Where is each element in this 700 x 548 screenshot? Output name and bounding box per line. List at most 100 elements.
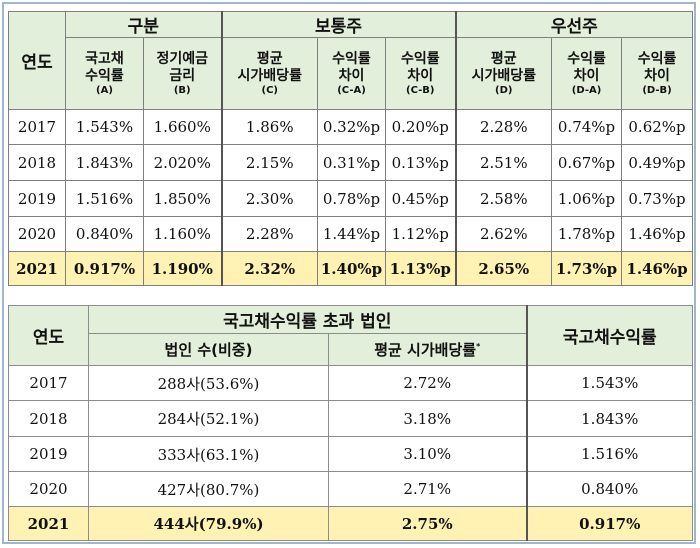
value-cell: 1.46%p — [621, 216, 694, 252]
corp-count-cell: 427사(80.7%) — [88, 471, 329, 507]
table-row: 2019 1.516% 1.850% 2.30% 0.78%p 0.45%p 2.58% 1.… — [8, 180, 694, 217]
corp-count-header: 법인 수(비중) — [88, 333, 329, 366]
value-cell: 2.30% — [220, 180, 318, 217]
value-cell: 2.58% — [454, 180, 553, 217]
year-cell: 2019 — [8, 436, 89, 472]
value-cell: 1.516% — [65, 180, 144, 217]
table-row: 2019 333사(63.1%) 3.10% 1.516% — [8, 436, 693, 472]
value-cell: 2.28% — [454, 109, 553, 145]
column-code: (D) — [495, 84, 513, 96]
avg-dividend-cell: 3.10% — [328, 436, 527, 472]
value-cell: 2.28% — [220, 216, 318, 252]
group-header-category: 구분 — [65, 11, 222, 38]
gov-bond-yield-cell: 1.543% — [525, 365, 693, 401]
year-cell: 2017 — [8, 365, 89, 401]
year-cell: 2021 — [8, 506, 89, 541]
year-cell: 2017 — [8, 109, 66, 145]
value-cell: 2.51% — [454, 144, 553, 181]
column-label: 금리 — [169, 67, 196, 84]
value-cell: 1.40%p — [317, 251, 386, 286]
year-cell: 2020 — [8, 216, 66, 252]
table-row: 2020 427사(80.7%) 2.71% 0.840% — [8, 471, 693, 507]
column-label: 평균 — [490, 50, 517, 67]
avg-dividend-cell: 3.18% — [328, 400, 527, 437]
corp-count-cell: 284사(52.1%) — [88, 400, 329, 437]
column-header: 수익률 차이 (C-B) — [384, 37, 457, 110]
value-cell: 1.850% — [143, 180, 222, 217]
column-label: 차이 — [338, 67, 365, 84]
value-cell: 0.840% — [65, 216, 144, 252]
table-row: 2017 288사(53.6%) 2.72% 1.543% — [8, 365, 693, 401]
value-cell: 2.62% — [454, 216, 553, 252]
column-label: 수익률 — [332, 50, 371, 67]
column-label: 수익률 — [85, 67, 124, 84]
value-cell: 0.78%p — [317, 180, 386, 217]
column-label: 차이 — [644, 67, 670, 84]
column-header: 평균 시가배당률 (D) — [454, 37, 553, 110]
value-cell: 0.49%p — [621, 144, 694, 181]
column-code: (D-A) — [571, 84, 602, 96]
avg-dividend-cell: 2.75% — [328, 506, 527, 541]
value-cell: 2.65% — [454, 251, 553, 286]
column-label: 수익률 — [400, 50, 440, 67]
value-cell: 0.32%p — [317, 109, 386, 145]
avg-dividend-cell: 2.72% — [328, 365, 527, 401]
value-cell: 1.86% — [220, 109, 318, 145]
corp-count-cell: 333사(63.1%) — [88, 436, 329, 472]
table-row: 2021 444사(79.9%) 2.75% 0.917% — [8, 506, 693, 541]
value-cell: 0.31%p — [317, 144, 386, 181]
gov-bond-yield-cell: 1.516% — [525, 436, 693, 472]
column-header: 정기예금 금리 (B) — [143, 37, 222, 110]
column-code: (B) — [173, 84, 191, 96]
value-cell: 1.73%p — [551, 251, 623, 286]
group-header-preferred-stock: 우선주 — [454, 11, 694, 38]
column-header: 평균 시가배당률 (C) — [220, 37, 318, 110]
value-cell: 0.74%p — [551, 109, 623, 145]
value-cell: 1.660% — [143, 109, 222, 145]
value-cell: 1.78%p — [551, 216, 623, 252]
table-row: 2018 1.843% 2.020% 2.15% 0.31%p 0.13%p 2.51% 0.… — [8, 144, 694, 181]
table-row: 2020 0.840% 1.160% 2.28% 1.44%p 1.12%p 2.62% 1.… — [8, 216, 694, 252]
corp-count-cell: 288사(53.6%) — [88, 365, 329, 401]
value-cell: 1.160% — [143, 216, 222, 252]
group-header-excess-corporations: 국고채수익률 초과 법인 — [88, 305, 527, 334]
column-header: 수익률 차이 (C-A) — [317, 37, 386, 110]
value-cell: 0.917% — [65, 251, 144, 286]
avg-dividend-cell: 2.71% — [328, 471, 527, 507]
column-label: 수익률 — [567, 50, 606, 67]
column-code: (D-B) — [642, 84, 672, 96]
excess-corporations-table: 연도 국고채수익률 초과 법인 국고채수익률 법인 수(비중) 평균 시가배당률… — [8, 305, 693, 541]
year-cell: 2020 — [8, 471, 89, 507]
table-row: 2021 0.917% 1.190% 2.32% 1.40%p 1.13%p 2.65% 1.… — [8, 251, 694, 286]
column-label: 평균 — [256, 50, 283, 67]
year-cell: 2021 — [8, 251, 66, 286]
column-label: 시가배당률 — [237, 67, 302, 84]
avg-dividend-header: 평균 시가배당률* — [328, 333, 527, 366]
value-cell: 1.46%p — [621, 251, 694, 286]
group-header-common-stock: 보통주 — [220, 11, 457, 38]
value-cell: 0.45%p — [384, 180, 457, 217]
gov-bond-yield-cell: 0.840% — [525, 471, 693, 507]
column-label: 수익률 — [637, 50, 677, 67]
gov-bond-yield-cell: 1.843% — [525, 400, 693, 437]
value-cell: 1.06%p — [551, 180, 623, 217]
column-label: 차이 — [407, 67, 434, 84]
gov-bond-yield-header: 국고채수익률 — [525, 305, 693, 366]
value-cell: 1.44%p — [317, 216, 386, 252]
table-row: 2018 284사(52.1%) 3.18% 1.843% — [8, 400, 693, 437]
column-code: (C-A) — [337, 84, 366, 96]
value-cell: 1.12%p — [384, 216, 457, 252]
table-row: 2017 1.543% 1.660% 1.86% 0.32%p 0.20%p 2.28% 0.… — [8, 109, 694, 145]
value-cell: 1.13%p — [384, 251, 457, 286]
dividend-comparison-table: 연도 구분 보통주 우선주 국고채 수익률 (A) 정기예금 금리 (B) 평균 시가배당률(… — [8, 11, 694, 286]
year-header: 연도 — [8, 11, 66, 110]
column-code: (C) — [261, 84, 278, 96]
year-cell: 2019 — [8, 180, 66, 217]
year-cell: 2018 — [8, 144, 66, 181]
gov-bond-yield-cell: 0.917% — [525, 506, 693, 541]
value-cell: 0.13%p — [384, 144, 457, 181]
avg-dividend-label: 평균 시가배당률 — [374, 341, 477, 359]
column-header: 수익률 차이 (D-B) — [621, 37, 694, 110]
column-header: 국고채 수익률 (A) — [65, 37, 144, 110]
